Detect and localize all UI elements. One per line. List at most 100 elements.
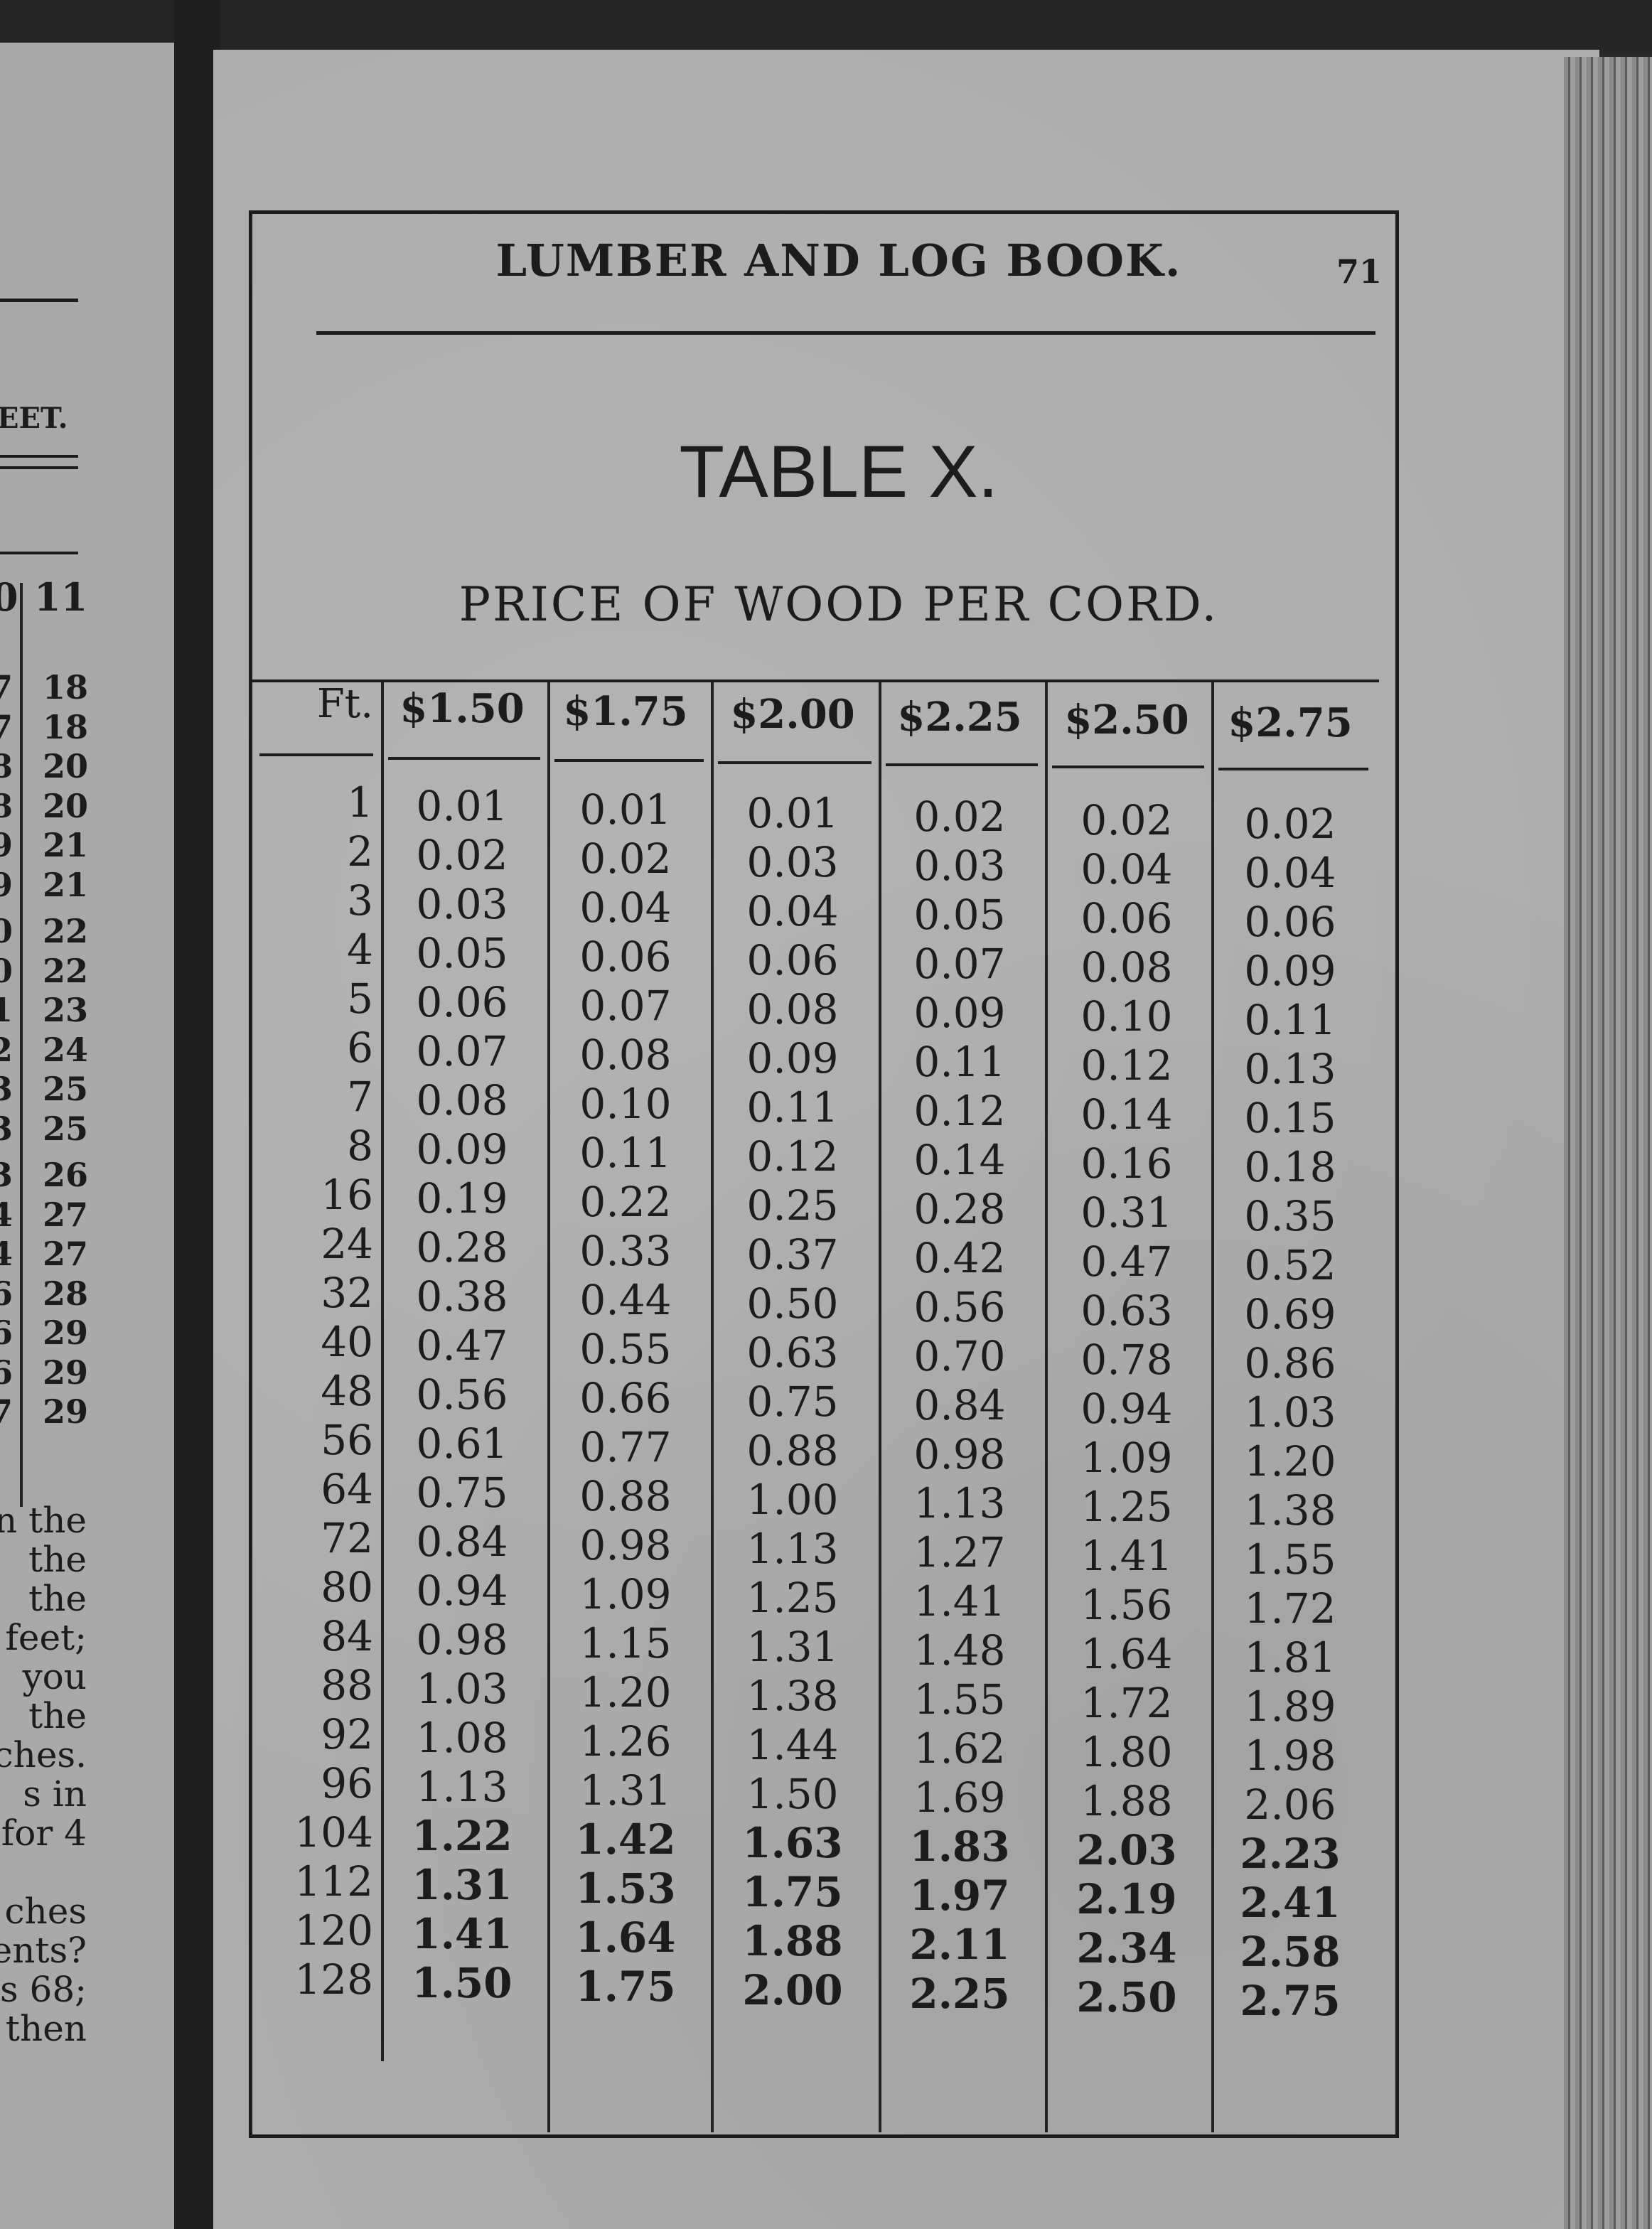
page-number: 71 [1336,252,1383,291]
table-cell: 0.04 [1080,845,1173,893]
column-header: $1.50 [399,685,525,732]
table-cell: 1.80 [1080,1728,1173,1776]
table-cell: 0.01 [579,785,672,834]
left-facing-page: EET. 0 11 18 7 18 7 20 8 20 8 21 9 21 9 22 0 22 0 23 1 24 2… [0,43,174,2229]
column-header-rule [259,753,373,756]
table-cell: 0.77 [579,1423,672,1471]
table-cell: 1.55 [913,1675,1006,1724]
left-text-fragment: ents? [0,1930,87,1971]
table-cell: 0.25 [746,1181,839,1230]
left-table-cell-partial: 7 [0,668,14,707]
left-table-cell-partial: 1 [0,991,14,1029]
left-table-cell: 21 [43,826,89,864]
left-text-fragment: s in [23,1773,87,1815]
table-cell: 0.03 [913,842,1006,890]
table-cell: 0.75 [746,1377,839,1426]
table-cell: 0.11 [579,1129,672,1177]
left-table-cell-partial: 9 [0,865,14,904]
column-header-rule [1052,766,1204,768]
table-cell: 0.07 [416,1027,508,1075]
table-cell: 0.56 [416,1370,508,1419]
table-cell: 1.25 [1080,1483,1173,1531]
column-divider [879,682,881,2132]
left-table-cell: 26 [43,1156,89,1194]
book-gutter [174,0,220,2229]
left-table-cell-partial: 8 [0,747,14,785]
table-cell: 0.12 [746,1132,839,1181]
table-cell: 0.07 [579,982,672,1030]
left-table-cell: 18 [43,668,89,707]
table-cell: 0.14 [1080,1090,1173,1139]
column-header: $2.25 [897,694,1022,741]
table-cell: 0.10 [579,1080,672,1128]
table-cell: 1.22 [412,1812,513,1860]
left-table-cell-partial: 8 [0,786,14,825]
left-table-cell-partial: 4 [0,1195,14,1234]
table-cell: 0.10 [1080,992,1173,1041]
column-divider [711,682,714,2132]
left-col-divider [20,583,23,1507]
left-table-cell-partial: 7 [0,707,14,746]
table-cell: 0.78 [1080,1336,1173,1384]
column-header-rule [1218,768,1368,770]
left-table-cell: 29 [43,1392,89,1431]
left-text-fragment: feet; [5,1617,87,1658]
table-cell: 1.31 [412,1861,513,1909]
table-cell: 1.62 [913,1724,1006,1773]
row-label-feet: 88 [321,1661,373,1709]
table-cell: 1.69 [913,1773,1006,1822]
table-cell: 0.11 [1244,996,1336,1044]
table-cell: 1.31 [579,1766,672,1815]
divider [0,455,78,458]
left-heading-fragment: EET. [0,402,68,435]
left-table-cell: 20 [43,786,89,825]
table-cell: 1.56 [1080,1581,1173,1629]
table-cell: 1.08 [416,1714,508,1762]
table-cell: 1.63 [742,1819,843,1867]
table-cell: 0.38 [416,1272,508,1321]
table-cell: 0.02 [913,793,1006,841]
table-cell: 2.11 [909,1921,1010,1969]
table-cell: 0.05 [416,929,508,977]
row-label-feet: 7 [347,1073,373,1121]
table-cell: 1.42 [575,1815,676,1864]
left-table-cell: 20 [43,747,89,785]
column-divider [381,682,384,2061]
table-cell: 1.88 [742,1917,843,1965]
left-table-cell-partial: 9 [0,826,14,864]
left-col-header: 11 [34,574,88,620]
column-header: $2.00 [730,691,855,738]
table-cell: 1.41 [412,1910,513,1958]
left-table-cell: 22 [43,912,89,950]
table-cell: 1.83 [909,1822,1010,1871]
table-cell: 1.03 [1244,1388,1336,1436]
table-cell: 2.19 [1076,1875,1177,1923]
table-cell: 0.03 [416,880,508,928]
table-cell: 0.01 [416,782,508,830]
column-header-ft: Ft. [316,681,373,727]
table-cell: 0.55 [579,1325,672,1373]
table-cell: 0.13 [1244,1045,1336,1093]
left-table-cell-partial: 4 [0,1235,14,1273]
table-cell: 0.09 [913,989,1006,1037]
row-label-feet: 5 [347,974,373,1023]
left-table-cell: 24 [43,1030,89,1069]
table-cell: 1.64 [1080,1630,1173,1678]
table-cell: 0.04 [579,883,672,932]
left-table-cell-partial: 6 [0,1314,14,1352]
row-label-feet: 112 [294,1857,373,1906]
table-cell: 0.63 [746,1328,839,1377]
row-label-feet: 120 [294,1906,373,1955]
left-text-fragment: for 4 [1,1812,87,1854]
table-cell: 0.28 [416,1223,508,1272]
column-header: $2.75 [1228,699,1353,746]
table-cell: 1.31 [746,1623,839,1671]
left-table-cell-partial: 0 [0,912,14,950]
column-divider [1211,682,1214,2132]
table-cell: 2.06 [1244,1780,1336,1829]
table-cell: 1.09 [1080,1434,1173,1482]
table-cell: 1.00 [746,1476,839,1524]
table-subtitle: PRICE OF WOOD PER CORD. [458,577,1219,632]
table-cell: 0.94 [416,1567,508,1615]
table-cell: 1.50 [412,1959,513,2007]
